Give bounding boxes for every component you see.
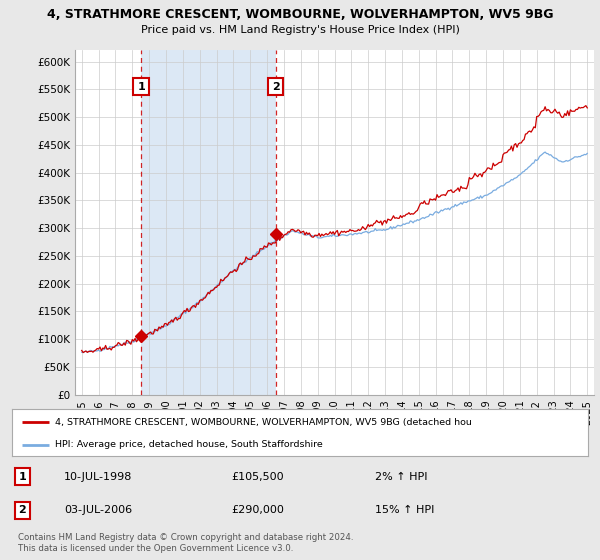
Text: 03-JUL-2006: 03-JUL-2006 xyxy=(64,505,132,515)
Text: 2% ↑ HPI: 2% ↑ HPI xyxy=(375,472,427,482)
Text: Price paid vs. HM Land Registry's House Price Index (HPI): Price paid vs. HM Land Registry's House … xyxy=(140,25,460,35)
Text: 4, STRATHMORE CRESCENT, WOMBOURNE, WOLVERHAMPTON, WV5 9BG (detached hou: 4, STRATHMORE CRESCENT, WOMBOURNE, WOLVE… xyxy=(55,418,472,427)
Text: 2: 2 xyxy=(272,82,280,91)
Text: £290,000: £290,000 xyxy=(231,505,284,515)
Text: 10-JUL-1998: 10-JUL-1998 xyxy=(64,472,132,482)
Text: HPI: Average price, detached house, South Staffordshire: HPI: Average price, detached house, Sout… xyxy=(55,440,323,449)
Text: 4, STRATHMORE CRESCENT, WOMBOURNE, WOLVERHAMPTON, WV5 9BG: 4, STRATHMORE CRESCENT, WOMBOURNE, WOLVE… xyxy=(47,8,553,21)
Text: 1: 1 xyxy=(19,472,26,482)
Text: 15% ↑ HPI: 15% ↑ HPI xyxy=(375,505,434,515)
Text: Contains HM Land Registry data © Crown copyright and database right 2024.
This d: Contains HM Land Registry data © Crown c… xyxy=(18,533,353,553)
Bar xyxy=(141,50,275,395)
Text: 1: 1 xyxy=(137,82,145,91)
Text: £105,500: £105,500 xyxy=(231,472,284,482)
Text: 2: 2 xyxy=(19,505,26,515)
